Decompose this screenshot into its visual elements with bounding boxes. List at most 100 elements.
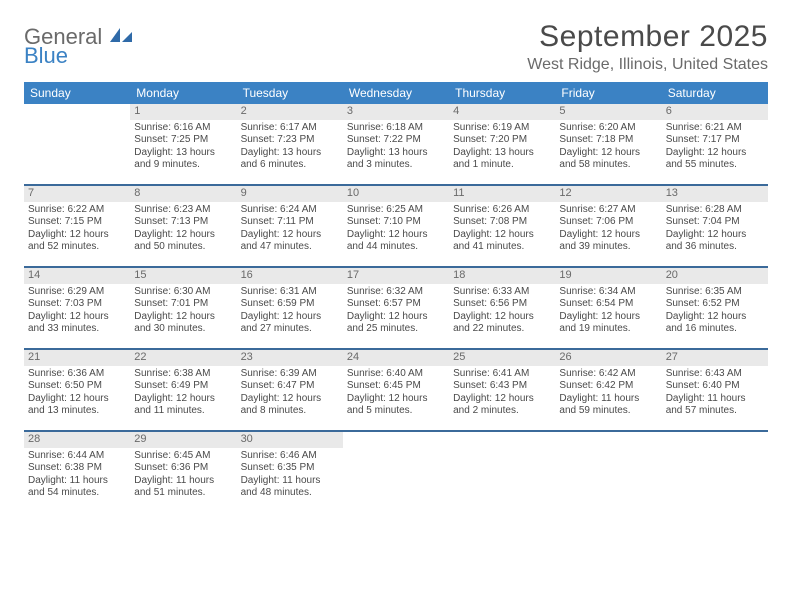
daylight-text: Daylight: 12 hours and 25 minutes. xyxy=(347,311,445,336)
daylight-text: Daylight: 12 hours and 2 minutes. xyxy=(453,393,551,418)
dow-friday: Friday xyxy=(555,82,661,104)
sunset-text: Sunset: 7:08 PM xyxy=(453,216,551,229)
title-block: September 2025 West Ridge, Illinois, Uni… xyxy=(527,20,768,74)
sunset-text: Sunset: 6:45 PM xyxy=(347,380,445,393)
day-number: 6 xyxy=(662,104,768,120)
day-number: 2 xyxy=(237,104,343,120)
day-of-week-header: Sunday Monday Tuesday Wednesday Thursday… xyxy=(24,82,768,104)
sunset-text: Sunset: 7:23 PM xyxy=(241,134,339,147)
sunrise-text: Sunrise: 6:30 AM xyxy=(134,286,232,299)
day-cell: 14Sunrise: 6:29 AMSunset: 7:03 PMDayligh… xyxy=(24,268,130,348)
sunrise-text: Sunrise: 6:43 AM xyxy=(666,368,764,381)
sunset-text: Sunset: 6:52 PM xyxy=(666,298,764,311)
daylight-text: Daylight: 12 hours and 39 minutes. xyxy=(559,229,657,254)
daylight-text: Daylight: 12 hours and 19 minutes. xyxy=(559,311,657,336)
sunset-text: Sunset: 7:20 PM xyxy=(453,134,551,147)
daylight-text: Daylight: 11 hours and 59 minutes. xyxy=(559,393,657,418)
daylight-text: Daylight: 11 hours and 57 minutes. xyxy=(666,393,764,418)
day-number: 28 xyxy=(24,432,130,448)
week-row: 21Sunrise: 6:36 AMSunset: 6:50 PMDayligh… xyxy=(24,350,768,432)
day-cell: . xyxy=(449,432,555,512)
day-number: 15 xyxy=(130,268,236,284)
sunset-text: Sunset: 6:47 PM xyxy=(241,380,339,393)
day-number: 22 xyxy=(130,350,236,366)
sunset-text: Sunset: 7:22 PM xyxy=(347,134,445,147)
day-cell: 29Sunrise: 6:45 AMSunset: 6:36 PMDayligh… xyxy=(130,432,236,512)
sunrise-text: Sunrise: 6:25 AM xyxy=(347,204,445,217)
day-cell: 15Sunrise: 6:30 AMSunset: 7:01 PMDayligh… xyxy=(130,268,236,348)
day-cell: 17 Sunrise: 6:32 AMSunset: 6:57 PMDayligh… xyxy=(343,268,449,348)
logo-text: General Blue xyxy=(24,26,134,67)
day-number: 23 xyxy=(237,350,343,366)
sunrise-text: Sunrise: 6:19 AM xyxy=(453,122,551,135)
sunrise-text: Sunrise: 6:18 AM xyxy=(347,122,445,135)
sunrise-text: Sunrise: 6:23 AM xyxy=(134,204,232,217)
month-title: September 2025 xyxy=(527,20,768,54)
daylight-text: Daylight: 12 hours and 30 minutes. xyxy=(134,311,232,336)
week-row: 14Sunrise: 6:29 AMSunset: 7:03 PMDayligh… xyxy=(24,268,768,350)
day-cell: 30Sunrise: 6:46 AMSunset: 6:35 PMDayligh… xyxy=(237,432,343,512)
day-number: 26 xyxy=(555,350,661,366)
sunset-text: Sunset: 7:15 PM xyxy=(28,216,126,229)
sunrise-text: Sunrise: 6:20 AM xyxy=(559,122,657,135)
sunset-text: Sunset: 6:50 PM xyxy=(28,380,126,393)
daylight-text: Daylight: 13 hours and 3 minutes. xyxy=(347,147,445,172)
sunset-text: Sunset: 7:04 PM xyxy=(666,216,764,229)
location-subtitle: West Ridge, Illinois, United States xyxy=(527,56,768,74)
sunset-text: Sunset: 6:56 PM xyxy=(453,298,551,311)
sunrise-text: Sunrise: 6:16 AM xyxy=(134,122,232,135)
sunrise-text: Sunrise: 6:36 AM xyxy=(28,368,126,381)
day-number: 17 xyxy=(343,268,449,284)
sunset-text: Sunset: 7:11 PM xyxy=(241,216,339,229)
sunrise-text: Sunrise: 6:31 AM xyxy=(241,286,339,299)
day-number: 27 xyxy=(662,350,768,366)
day-number: 11 xyxy=(449,186,555,202)
day-cell: . xyxy=(24,104,130,184)
day-cell: 28Sunrise: 6:44 AMSunset: 6:38 PMDayligh… xyxy=(24,432,130,512)
sunset-text: Sunset: 7:06 PM xyxy=(559,216,657,229)
daylight-text: Daylight: 12 hours and 8 minutes. xyxy=(241,393,339,418)
day-cell: . xyxy=(343,432,449,512)
day-cell: . xyxy=(555,432,661,512)
sunrise-text: Sunrise: 6:32 AM xyxy=(347,286,445,299)
day-cell: 27Sunrise: 6:43 AMSunset: 6:40 PMDayligh… xyxy=(662,350,768,430)
sunset-text: Sunset: 6:57 PM xyxy=(347,298,445,311)
sunset-text: Sunset: 6:54 PM xyxy=(559,298,657,311)
daylight-text: Daylight: 12 hours and 44 minutes. xyxy=(347,229,445,254)
sunset-text: Sunset: 6:36 PM xyxy=(134,462,232,475)
logo-word-blue: Blue xyxy=(24,46,134,67)
sunrise-text: Sunrise: 6:27 AM xyxy=(559,204,657,217)
daylight-text: Daylight: 12 hours and 22 minutes. xyxy=(453,311,551,336)
daylight-text: Daylight: 12 hours and 36 minutes. xyxy=(666,229,764,254)
daylight-text: Daylight: 12 hours and 55 minutes. xyxy=(666,147,764,172)
day-cell: 12Sunrise: 6:27 AMSunset: 7:06 PMDayligh… xyxy=(555,186,661,266)
daylight-text: Daylight: 12 hours and 13 minutes. xyxy=(28,393,126,418)
day-cell: 23Sunrise: 6:39 AMSunset: 6:47 PMDayligh… xyxy=(237,350,343,430)
sunrise-text: Sunrise: 6:21 AM xyxy=(666,122,764,135)
day-cell: 7Sunrise: 6:22 AMSunset: 7:15 PMDaylight… xyxy=(24,186,130,266)
dow-wednesday: Wednesday xyxy=(343,82,449,104)
day-number: 21 xyxy=(24,350,130,366)
daylight-text: Daylight: 12 hours and 47 minutes. xyxy=(241,229,339,254)
day-number: 13 xyxy=(662,186,768,202)
day-cell: 8Sunrise: 6:23 AMSunset: 7:13 PMDaylight… xyxy=(130,186,236,266)
logo-sail-icon xyxy=(108,24,134,49)
day-cell: 24Sunrise: 6:40 AMSunset: 6:45 PMDayligh… xyxy=(343,350,449,430)
day-cell: 9Sunrise: 6:24 AMSunset: 7:11 PMDaylight… xyxy=(237,186,343,266)
sunrise-text: Sunrise: 6:45 AM xyxy=(134,450,232,463)
day-number: 19 xyxy=(555,268,661,284)
sunset-text: Sunset: 6:59 PM xyxy=(241,298,339,311)
day-number: 30 xyxy=(237,432,343,448)
day-cell: 11Sunrise: 6:26 AMSunset: 7:08 PMDayligh… xyxy=(449,186,555,266)
sunset-text: Sunset: 7:17 PM xyxy=(666,134,764,147)
day-cell: 20Sunrise: 6:35 AMSunset: 6:52 PMDayligh… xyxy=(662,268,768,348)
daylight-text: Daylight: 12 hours and 16 minutes. xyxy=(666,311,764,336)
day-number: 18 xyxy=(449,268,555,284)
calendar-grid: Sunday Monday Tuesday Wednesday Thursday… xyxy=(24,82,768,512)
sunset-text: Sunset: 6:43 PM xyxy=(453,380,551,393)
day-number: 8 xyxy=(130,186,236,202)
sunrise-text: Sunrise: 6:44 AM xyxy=(28,450,126,463)
dow-monday: Monday xyxy=(130,82,236,104)
sunrise-text: Sunrise: 6:33 AM xyxy=(453,286,551,299)
sunset-text: Sunset: 7:18 PM xyxy=(559,134,657,147)
